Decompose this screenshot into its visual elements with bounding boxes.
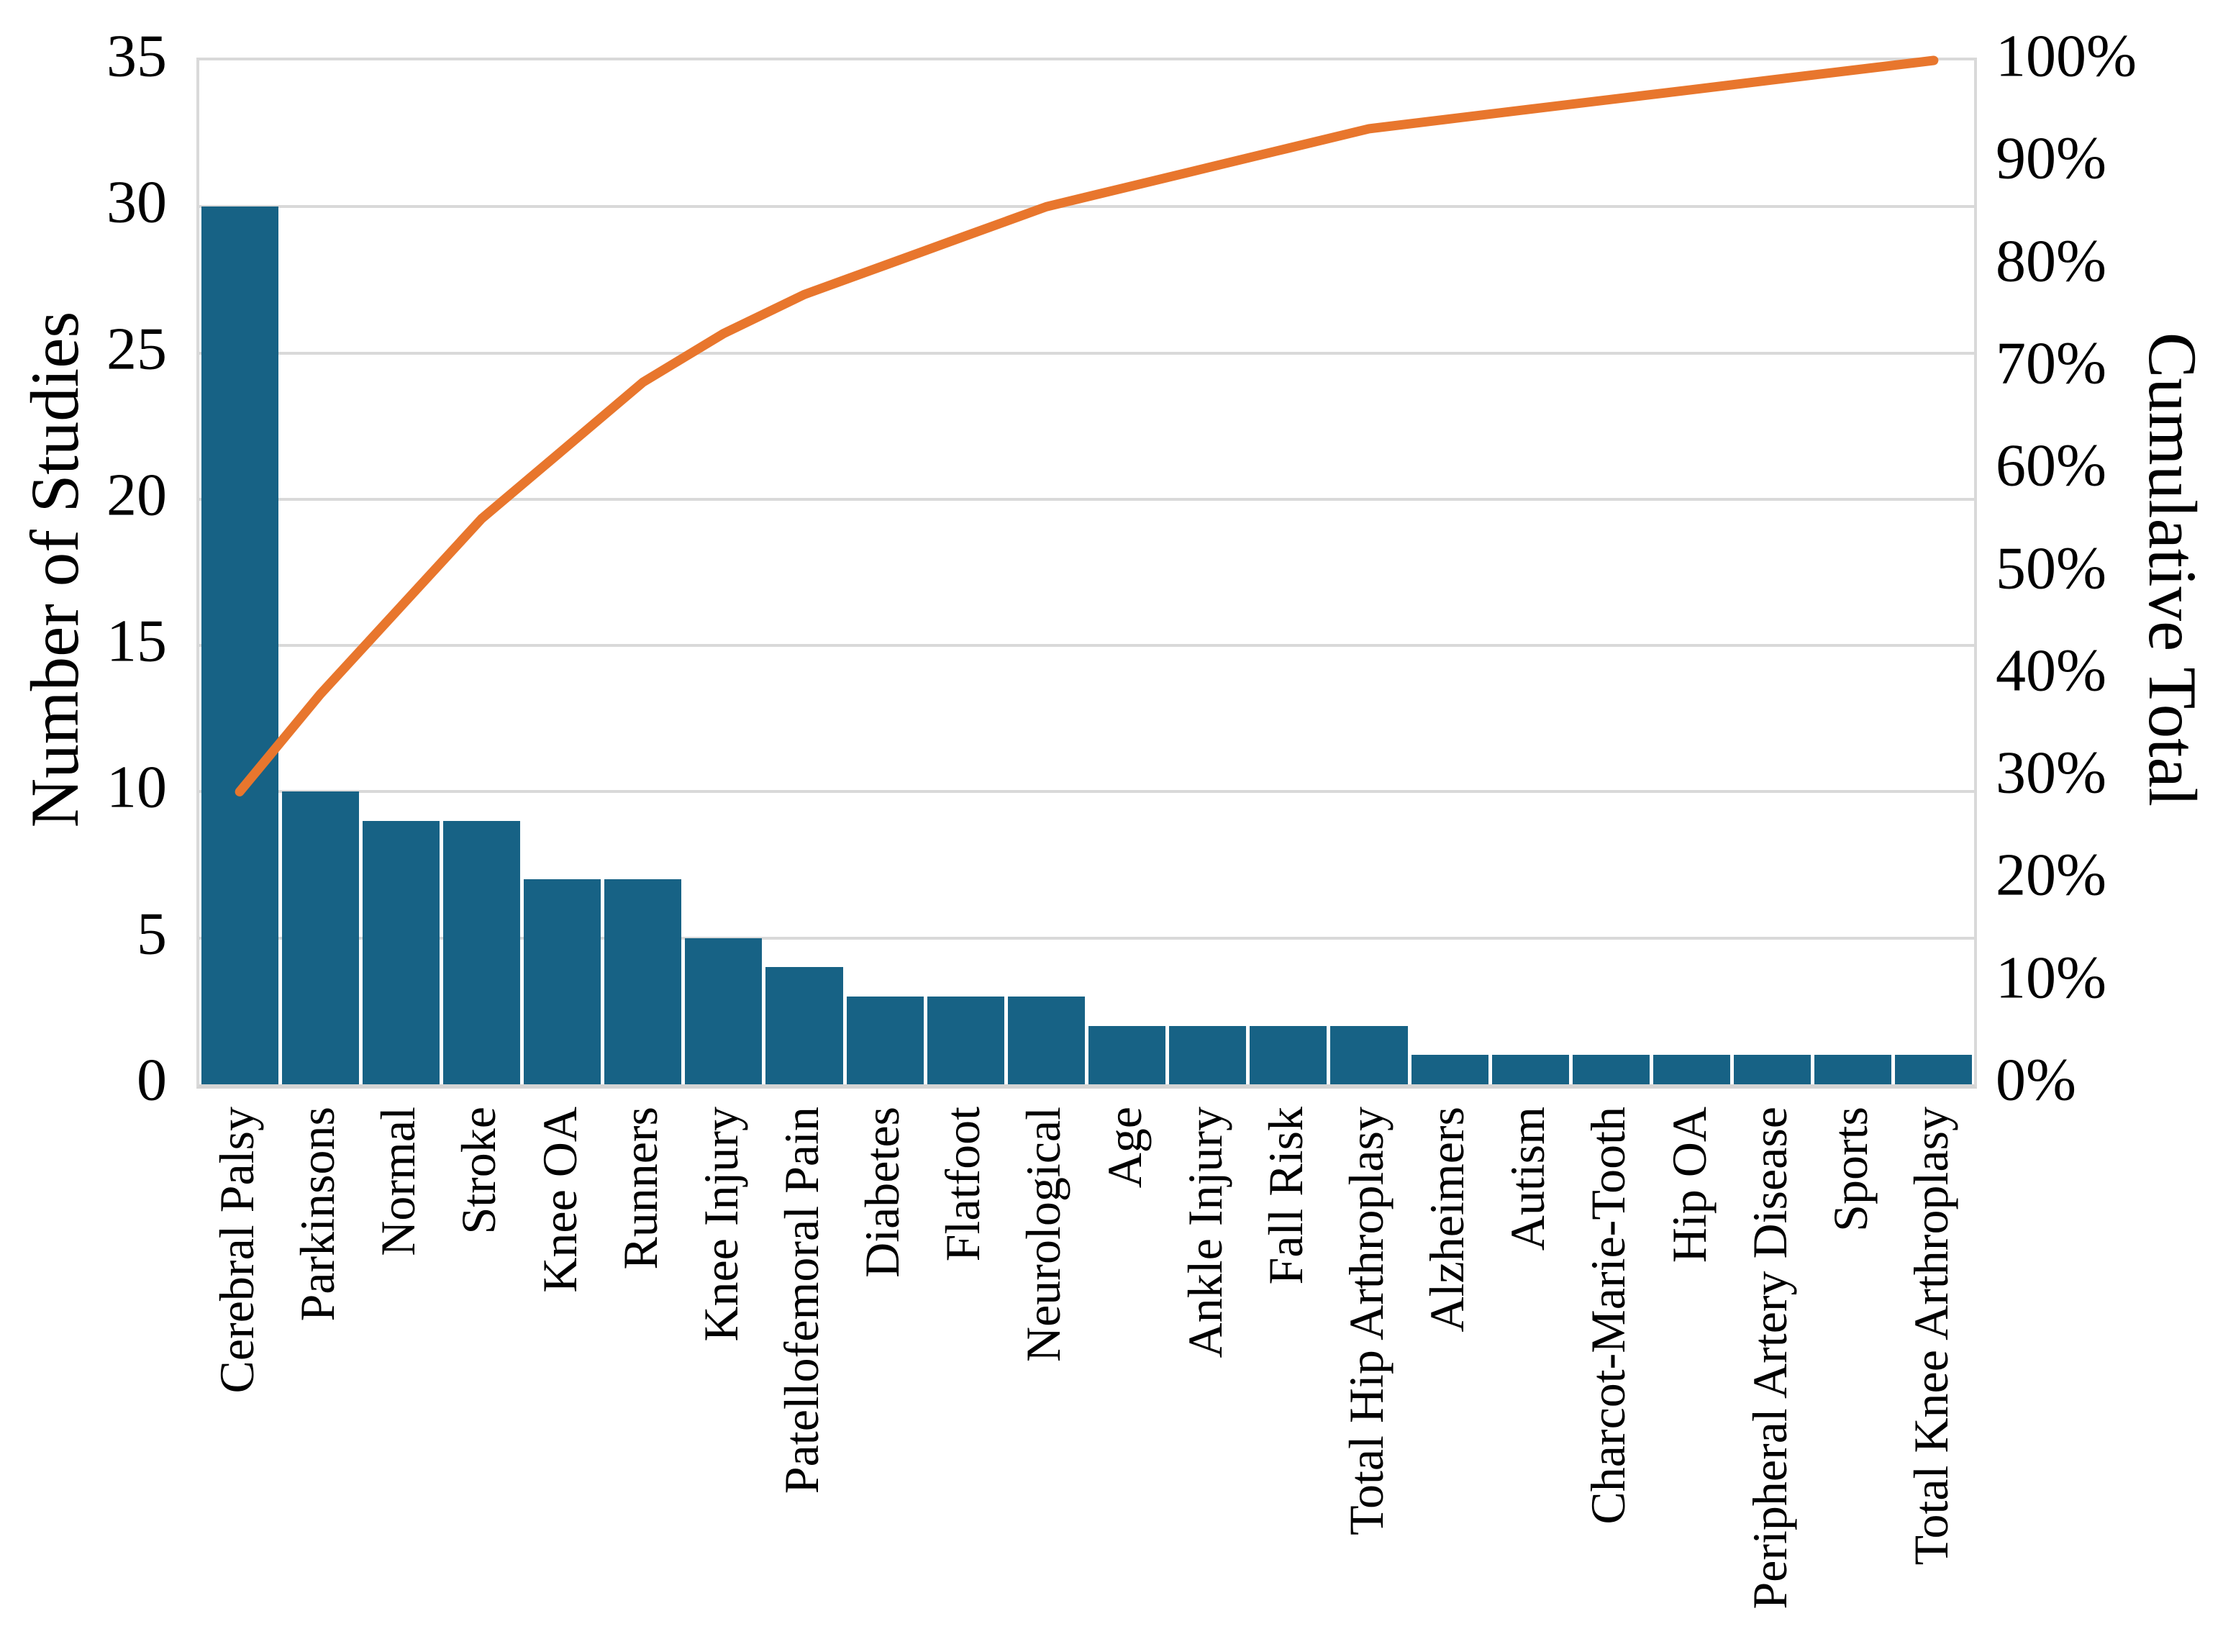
category-label: Normal <box>370 1107 426 1256</box>
category-label: Peripheral Artery Disease <box>1742 1107 1797 1610</box>
plot-area <box>196 55 1977 1089</box>
bar-autism <box>1491 1055 1569 1084</box>
category-label: Age <box>1096 1107 1152 1189</box>
bar-charcot-marie-tooth <box>1572 1055 1650 1084</box>
right-tick-label: 60% <box>1996 432 2106 499</box>
right-axis-title: Cumulative Total <box>2135 332 2211 807</box>
bar-normal <box>362 821 440 1084</box>
right-tick-label: 0% <box>1996 1046 2076 1114</box>
bar-sports <box>1814 1055 1892 1084</box>
bar-hip-oa <box>1653 1055 1731 1084</box>
right-tick-label: 20% <box>1996 841 2106 909</box>
category-label: Knee OA <box>532 1107 587 1293</box>
bar-knee-injury <box>685 938 763 1084</box>
left-tick-label: 5 <box>137 900 167 968</box>
left-tick-label: 0 <box>137 1046 167 1114</box>
bar-diabetes <box>846 997 924 1084</box>
gridline <box>199 351 1974 355</box>
category-axis-labels: Cerebral Palsy Parkinsons Normal Stroke Knee… <box>196 1107 1971 1652</box>
category-label: Fall Risk <box>1258 1107 1313 1285</box>
bar-parkinsons <box>281 791 359 1084</box>
category-label: Cerebral Palsy <box>209 1107 265 1394</box>
left-tick-label: 10 <box>106 753 167 821</box>
category-label: Autism <box>1500 1107 1555 1251</box>
bar-ankle-injury <box>1169 1025 1247 1084</box>
right-tick-label: 80% <box>1996 227 2106 294</box>
gridline <box>199 497 1974 501</box>
bar-cerebral-palsy <box>201 206 278 1084</box>
bar-total-knee-arthroplasy <box>1895 1055 1973 1084</box>
category-label: Patellofemoral Pain <box>774 1107 829 1494</box>
left-tick-label: 15 <box>106 607 167 675</box>
right-tick-label: 70% <box>1996 330 2106 397</box>
cumulative-line-layer <box>235 55 1939 796</box>
bar-neurological <box>1007 997 1085 1084</box>
category-label: Diabetes <box>855 1107 910 1278</box>
left-axis-tick-labels: 0 5 10 15 20 25 30 35 <box>0 26 173 1110</box>
right-tick-label: 30% <box>1996 739 2106 807</box>
right-axis-tick-labels: 0% 10% 20% 30% 40% 50% 60% 70% 80% 90% 100% <box>1996 26 2220 1110</box>
bar-peripheral-artery-disease <box>1734 1055 1811 1084</box>
category-label: Parkinsons <box>290 1107 345 1322</box>
category-label: Hip OA <box>1661 1107 1717 1263</box>
category-label: Knee Injury <box>693 1107 748 1342</box>
category-label: Alzheimers <box>1419 1107 1475 1333</box>
right-tick-label: 50% <box>1996 534 2106 602</box>
right-tick-label: 100% <box>1996 22 2137 90</box>
gridline <box>199 205 1974 209</box>
gridline <box>199 790 1974 794</box>
category-label: Charcot-Marie-Tooth <box>1581 1107 1636 1525</box>
bar-total-hip-arthroplasy <box>1330 1025 1408 1084</box>
bar-knee-oa <box>524 879 601 1084</box>
gridline <box>199 936 1974 940</box>
category-label: Ankle Injury <box>1177 1107 1232 1358</box>
left-tick-label: 35 <box>106 22 167 90</box>
bar-age <box>1088 1025 1166 1084</box>
gridline <box>199 644 1974 648</box>
category-label: Neurological <box>1016 1107 1071 1362</box>
bar-alzheimers <box>1411 1055 1488 1084</box>
left-tick-label: 30 <box>106 168 167 236</box>
bar-patellofemoral-pain <box>765 967 843 1084</box>
cumulative-line <box>235 55 1939 796</box>
category-label: Runners <box>612 1107 668 1270</box>
left-tick-label: 20 <box>106 461 167 529</box>
category-label: Flatfoot <box>935 1107 991 1262</box>
bar-flatfoot <box>927 997 1004 1084</box>
category-label: Sports <box>1822 1107 1878 1232</box>
category-label: Total Hip Arthroplasy <box>1338 1107 1394 1535</box>
bar-fall-risk <box>1250 1025 1327 1084</box>
left-tick-label: 25 <box>106 314 167 382</box>
right-tick-label: 40% <box>1996 637 2106 704</box>
category-label: Stroke <box>451 1107 506 1235</box>
bar-stroke <box>442 821 521 1084</box>
right-tick-label: 90% <box>1996 124 2106 192</box>
bar-runners <box>604 879 682 1084</box>
category-label: Total Knee Arthroplasy <box>1903 1107 1958 1566</box>
right-tick-label: 10% <box>1996 944 2106 1012</box>
